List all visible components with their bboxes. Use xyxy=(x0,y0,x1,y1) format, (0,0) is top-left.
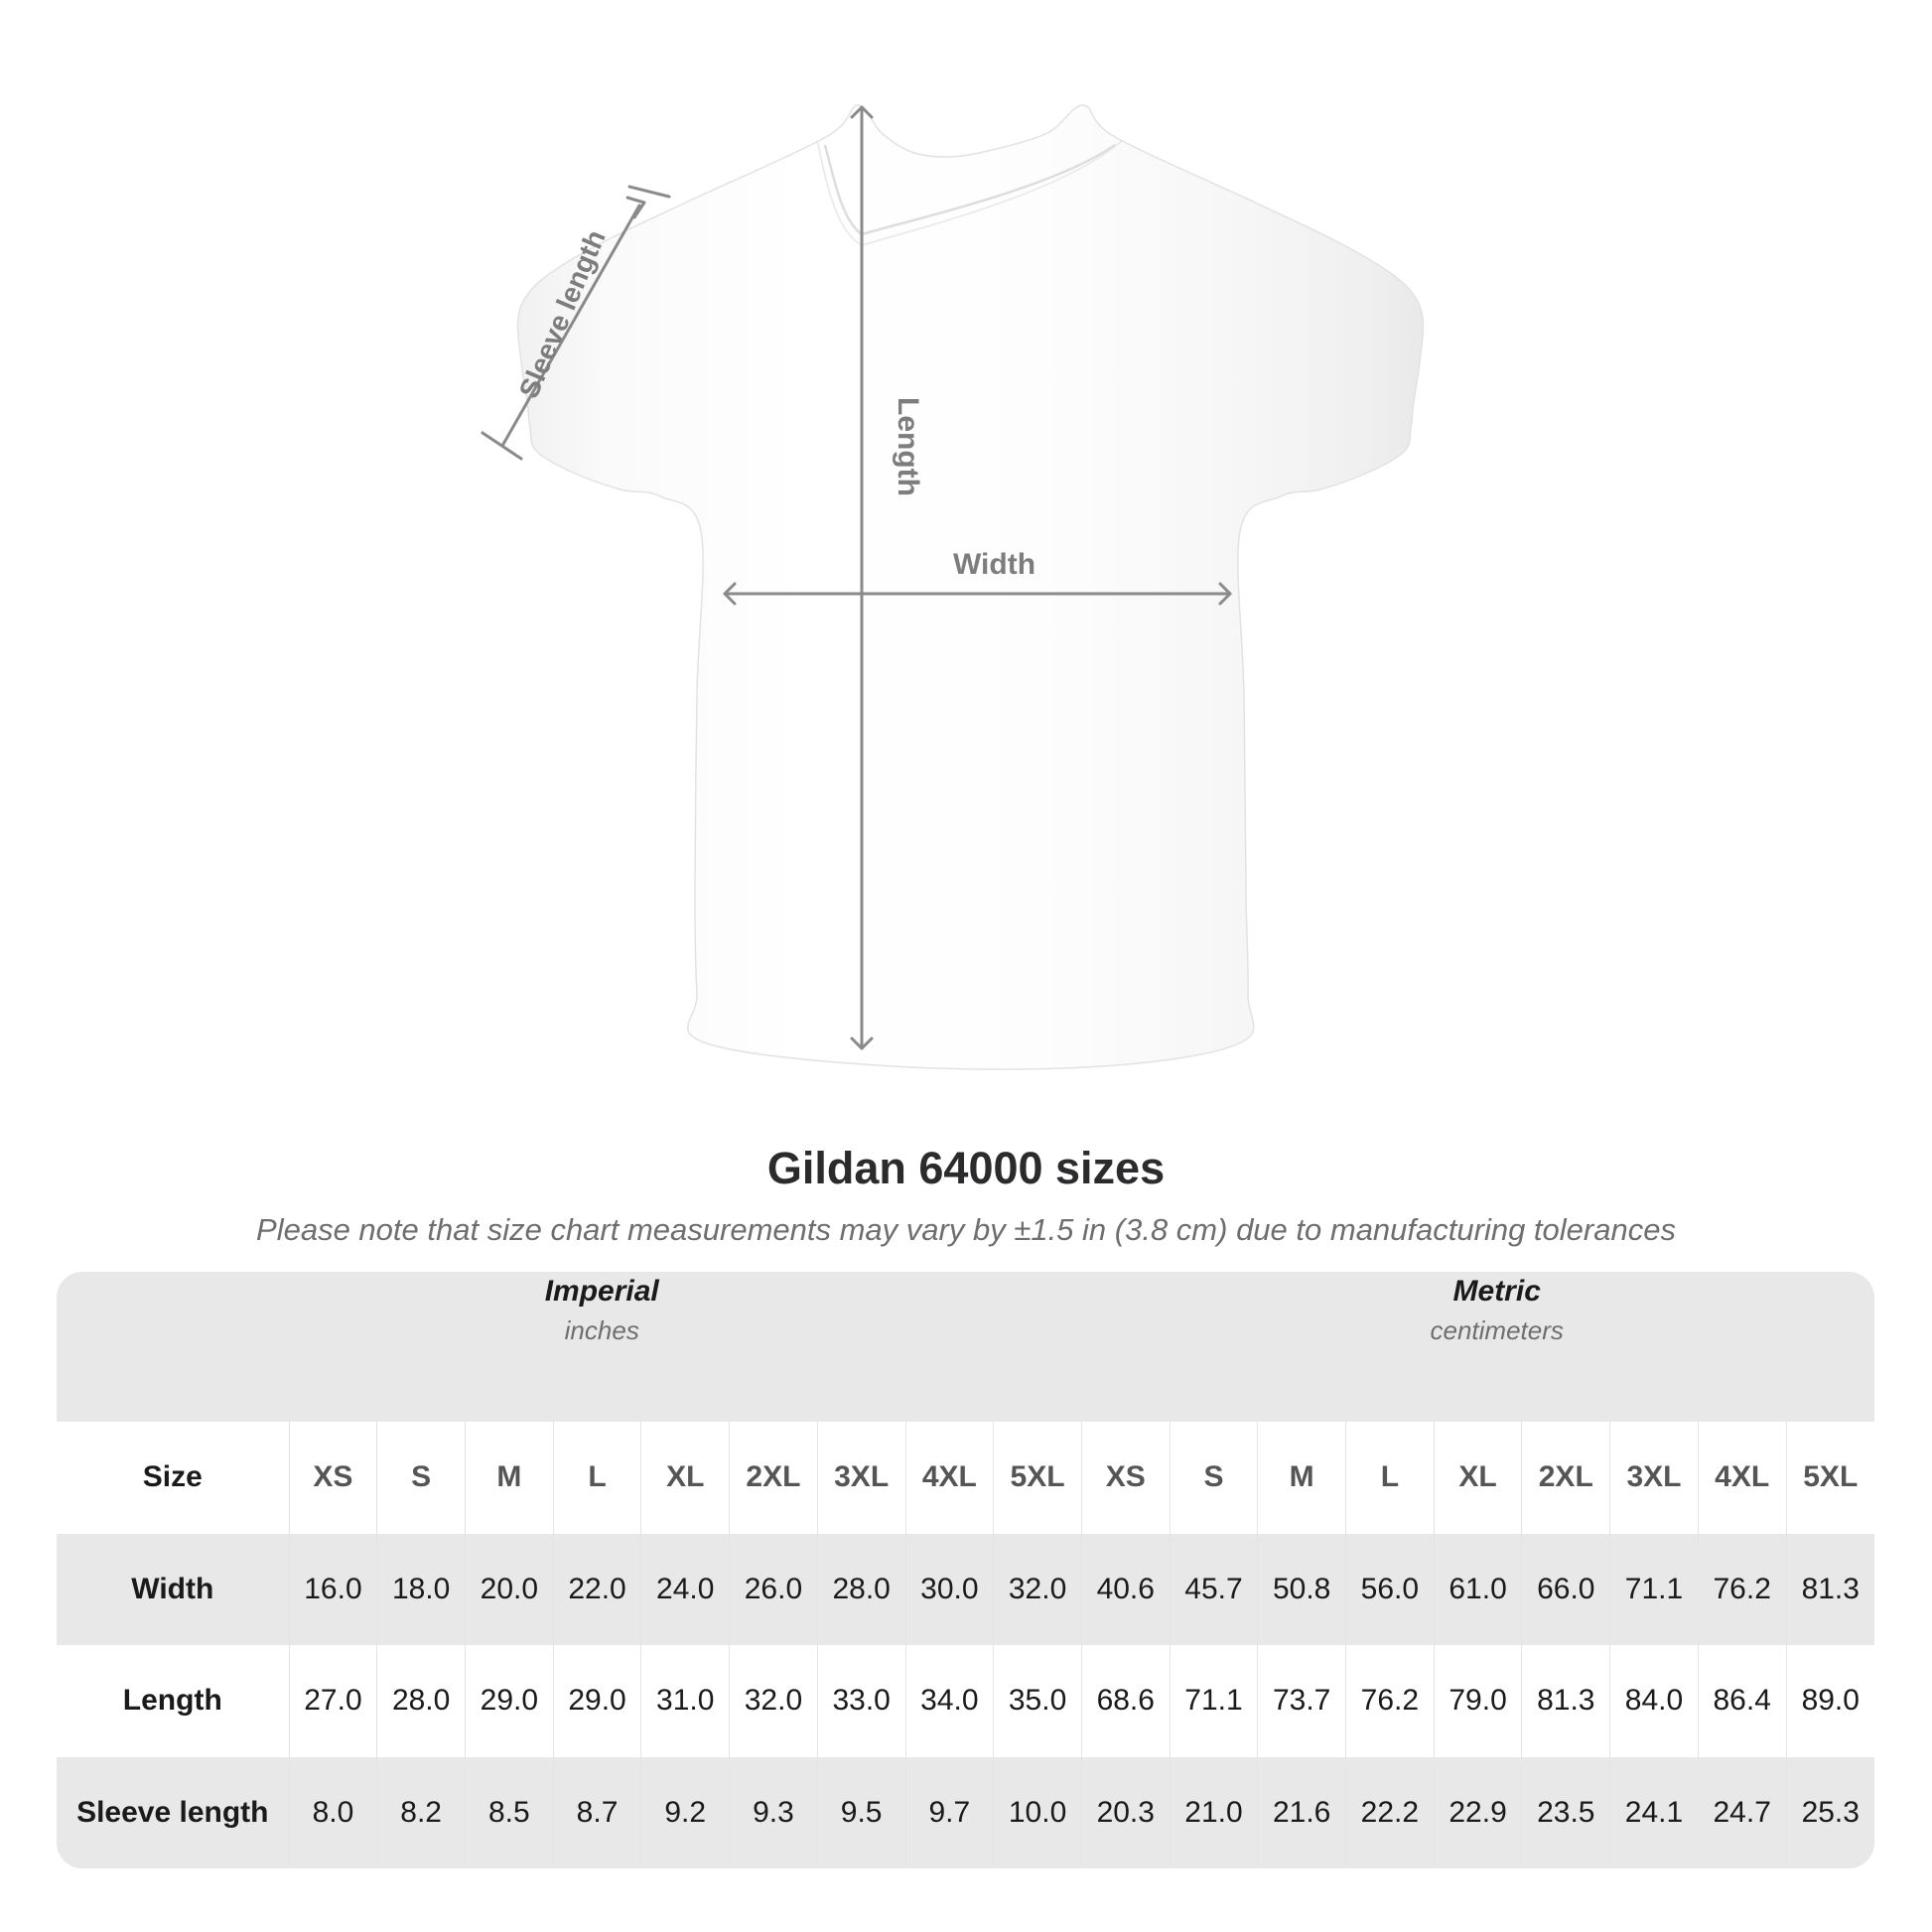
svg-text:Length: Length xyxy=(892,397,924,496)
svg-text:Width: Width xyxy=(953,548,1035,581)
